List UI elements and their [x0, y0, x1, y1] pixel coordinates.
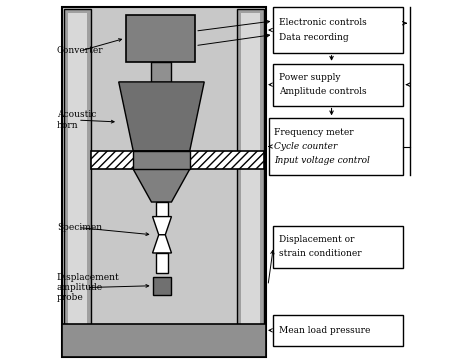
- Polygon shape: [118, 82, 204, 151]
- Bar: [62, 7, 266, 357]
- Text: Specimen: Specimen: [57, 223, 102, 232]
- Text: Mean load pressure: Mean load pressure: [279, 326, 370, 335]
- Text: Power supply: Power supply: [279, 73, 340, 82]
- Bar: [269, 118, 402, 175]
- Bar: [126, 15, 195, 62]
- Text: Data recording: Data recording: [279, 33, 348, 42]
- Polygon shape: [133, 169, 190, 202]
- Text: Electronic controls: Electronic controls: [279, 18, 366, 27]
- Bar: [68, 13, 87, 333]
- Text: Displacement
amplitude
probe: Displacement amplitude probe: [57, 273, 119, 302]
- Polygon shape: [153, 217, 172, 235]
- Bar: [156, 253, 168, 273]
- Bar: [273, 64, 402, 106]
- Bar: [62, 324, 266, 357]
- Bar: [273, 315, 402, 346]
- Bar: [273, 226, 402, 268]
- Bar: [241, 13, 260, 333]
- Bar: [156, 202, 168, 217]
- Text: Acoustic
horn: Acoustic horn: [57, 110, 96, 130]
- Text: Cycle counter: Cycle counter: [274, 142, 338, 151]
- Text: Converter: Converter: [57, 47, 103, 55]
- Bar: [91, 151, 264, 169]
- Bar: [273, 7, 402, 53]
- Text: Displacement or: Displacement or: [279, 235, 355, 244]
- Text: Frequency meter: Frequency meter: [274, 128, 354, 137]
- Bar: [64, 9, 91, 337]
- Text: Amplitude controls: Amplitude controls: [279, 87, 366, 96]
- Bar: [237, 9, 264, 337]
- Text: strain conditioner: strain conditioner: [279, 249, 362, 258]
- Polygon shape: [153, 235, 172, 253]
- Text: Input voltage control: Input voltage control: [274, 156, 370, 165]
- Bar: [153, 277, 172, 295]
- Bar: [133, 151, 190, 169]
- Bar: [152, 62, 172, 82]
